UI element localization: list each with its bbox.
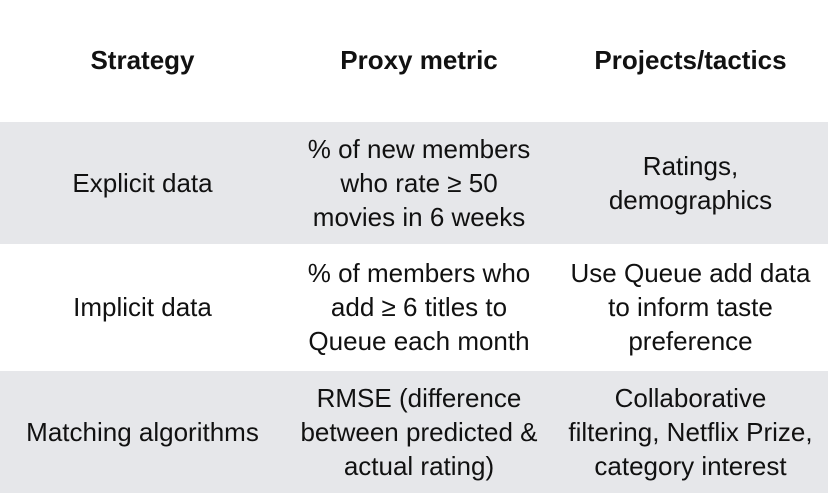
metric-line: actual rating) (343, 451, 495, 481)
metric-cell: % of members who add ≥ 6 titles to Queue… (285, 246, 553, 368)
metric-line: Queue each month (308, 326, 530, 356)
projects-cell: Ratings, demographics (553, 122, 828, 244)
metric-line: who rate ≥ 50 (340, 168, 498, 198)
metric-cell: % of new members who rate ≥ 50 movies in… (285, 122, 553, 244)
projects-line: category interest (594, 451, 787, 481)
projects-line: demographics (608, 185, 773, 215)
metric-line: between predicted & (300, 417, 538, 447)
projects-cell: Collaborative filtering, Netflix Prize, … (553, 371, 828, 493)
metric-cell: RMSE (difference between predicted & act… (285, 371, 553, 493)
strategy-text: Implicit data (73, 292, 212, 322)
table-row: Explicit data % of new members who rate … (0, 122, 828, 244)
table-row: Matching algorithms RMSE (difference bet… (0, 371, 828, 493)
projects-line: Ratings, (642, 151, 739, 181)
metric-line: % of new members (307, 134, 531, 164)
header-strategy: Strategy (90, 44, 195, 75)
projects-line: preference (628, 326, 753, 356)
strategy-text: Matching algorithms (26, 417, 259, 447)
metric-line: RMSE (difference (316, 383, 522, 413)
metric-line: movies in 6 weeks (312, 202, 526, 232)
projects-line: Collaborative (614, 383, 767, 413)
strategy-cell: Matching algorithms (0, 371, 285, 493)
strategy-cell: Implicit data (0, 246, 285, 368)
table-row: Implicit data % of members who add ≥ 6 t… (0, 246, 828, 368)
table-header-row: Strategy Proxy metric Projects/tactics (0, 30, 828, 90)
header-projects-tactics: Projects/tactics (594, 44, 787, 75)
header-proxy-metric: Proxy metric (340, 44, 498, 75)
metric-line: add ≥ 6 titles to (330, 292, 508, 322)
strategy-cell: Explicit data (0, 122, 285, 244)
metric-line: % of members who (307, 258, 531, 288)
projects-cell: Use Queue add data to inform taste prefe… (553, 246, 828, 368)
projects-line: filtering, Netflix Prize, (568, 417, 813, 447)
projects-line: Use Queue add data (570, 258, 811, 288)
strategy-text: Explicit data (72, 168, 213, 198)
projects-line: to inform taste (608, 292, 773, 322)
